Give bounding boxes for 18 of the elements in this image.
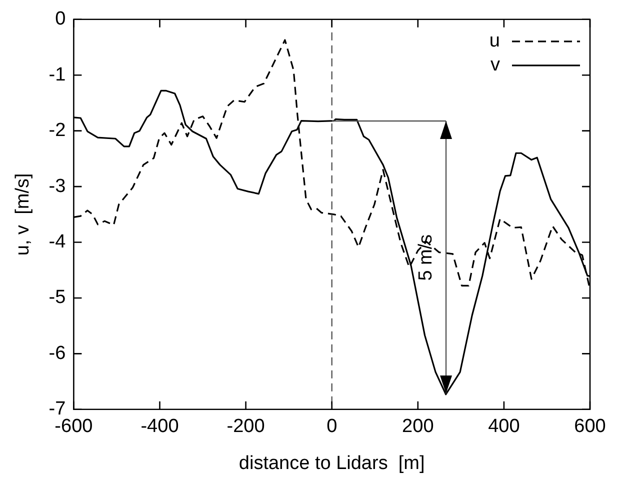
x-axis-title: distance to Lidars [m] <box>238 452 425 474</box>
x-tick-label: -200 <box>226 416 265 438</box>
x-tick-label: 200 <box>402 416 434 438</box>
annotation: 5 m/s <box>416 234 437 281</box>
y-tick-label: -6 <box>48 342 66 364</box>
x-tick-label: 400 <box>488 416 520 438</box>
y-tick-label: -2 <box>48 120 66 142</box>
x-tick-label: 600 <box>574 416 606 438</box>
y-tick-label: -3 <box>48 176 66 197</box>
y-tick-label: 0 <box>55 8 66 30</box>
y-tick-label: -4 <box>48 231 66 252</box>
y-tick-label: -5 <box>48 287 66 308</box>
y-axis-title: u, v [m/s] <box>12 173 34 256</box>
legend-label: v <box>490 54 500 76</box>
x-tick-label: 0 <box>326 416 338 438</box>
x-tick-label: -400 <box>140 416 179 438</box>
y-tick-label: -1 <box>48 64 66 86</box>
legend-label: u <box>489 30 500 52</box>
